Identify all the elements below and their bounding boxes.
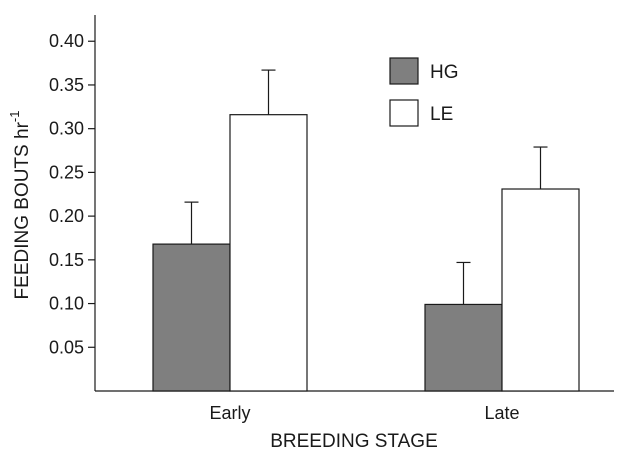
legend: HG LE xyxy=(389,57,459,127)
legend-swatch-hg xyxy=(389,57,419,85)
legend-swatch-le xyxy=(389,99,419,127)
y-axis-title-main: FEEDING BOUTS hr xyxy=(12,121,33,299)
bar-le-late xyxy=(501,188,580,392)
y-axis-title-group: FEEDING BOUTS hr-1 xyxy=(7,111,33,300)
y-tick-label: 0.10 xyxy=(49,294,84,314)
bar-hg-early xyxy=(152,243,231,392)
x-ticks: Early Late xyxy=(209,403,519,423)
bars xyxy=(152,69,580,392)
y-axis-title: FEEDING BOUTS hr-1 xyxy=(7,111,33,300)
legend-label-le: LE xyxy=(430,104,453,125)
y-tick-label: 0.35 xyxy=(49,75,84,95)
legend-label-hg: HG xyxy=(430,62,459,83)
y-tick-label: 0.15 xyxy=(49,250,84,270)
x-tick-label: Early xyxy=(209,403,250,423)
y-tick-label: 0.40 xyxy=(49,31,84,51)
y-tick-label: 0.30 xyxy=(49,119,84,139)
y-ticks: 0.05 0.10 0.15 0.20 0.25 0.30 0.35 0.40 xyxy=(49,31,95,357)
y-tick-label: 0.20 xyxy=(49,206,84,226)
x-tick-label: Late xyxy=(484,403,519,423)
bar-le-early xyxy=(229,114,308,392)
bar-hg-late xyxy=(424,303,503,392)
x-axis-title: BREEDING STAGE xyxy=(270,431,438,452)
y-axis-title-superscript: -1 xyxy=(7,111,22,123)
y-tick-label: 0.25 xyxy=(49,162,84,182)
y-tick-label: 0.05 xyxy=(49,337,84,357)
